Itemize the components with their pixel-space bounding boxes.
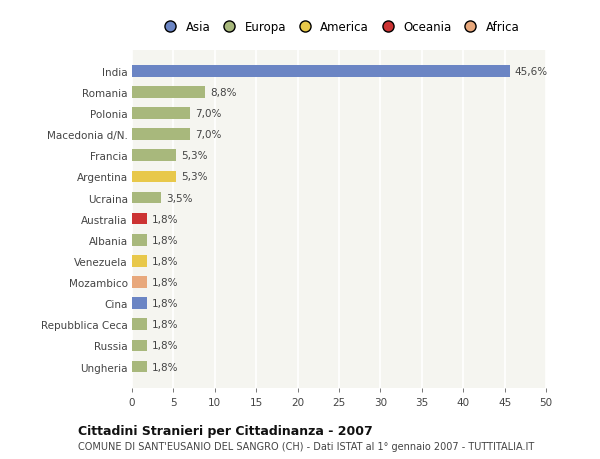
Text: 1,8%: 1,8% bbox=[152, 214, 178, 224]
Text: 5,3%: 5,3% bbox=[181, 172, 208, 182]
Legend: Asia, Europa, America, Oceania, Africa: Asia, Europa, America, Oceania, Africa bbox=[155, 17, 523, 38]
Bar bbox=[132, 66, 509, 78]
Bar bbox=[132, 235, 147, 246]
Bar bbox=[132, 361, 147, 373]
Text: 3,5%: 3,5% bbox=[166, 193, 193, 203]
Bar bbox=[132, 319, 147, 330]
Text: Cittadini Stranieri per Cittadinanza - 2007: Cittadini Stranieri per Cittadinanza - 2… bbox=[78, 424, 373, 437]
Text: 8,8%: 8,8% bbox=[210, 88, 236, 98]
Text: 7,0%: 7,0% bbox=[195, 130, 221, 140]
Bar bbox=[132, 256, 147, 267]
Text: 45,6%: 45,6% bbox=[515, 67, 548, 77]
Bar bbox=[132, 171, 176, 183]
Bar bbox=[132, 192, 161, 204]
Text: 5,3%: 5,3% bbox=[181, 151, 208, 161]
Text: 7,0%: 7,0% bbox=[195, 109, 221, 119]
Bar bbox=[132, 87, 205, 99]
Text: 1,8%: 1,8% bbox=[152, 277, 178, 287]
Text: 1,8%: 1,8% bbox=[152, 341, 178, 351]
Bar bbox=[132, 108, 190, 120]
Text: 1,8%: 1,8% bbox=[152, 256, 178, 266]
Bar bbox=[132, 129, 190, 140]
Bar bbox=[132, 213, 147, 225]
Text: COMUNE DI SANT'EUSANIO DEL SANGRO (CH) - Dati ISTAT al 1° gennaio 2007 - TUTTITA: COMUNE DI SANT'EUSANIO DEL SANGRO (CH) -… bbox=[78, 441, 534, 451]
Text: 1,8%: 1,8% bbox=[152, 319, 178, 330]
Bar bbox=[132, 150, 176, 162]
Text: 1,8%: 1,8% bbox=[152, 362, 178, 372]
Text: 1,8%: 1,8% bbox=[152, 298, 178, 308]
Text: 1,8%: 1,8% bbox=[152, 235, 178, 245]
Bar bbox=[132, 340, 147, 352]
Bar bbox=[132, 298, 147, 309]
Bar bbox=[132, 277, 147, 288]
